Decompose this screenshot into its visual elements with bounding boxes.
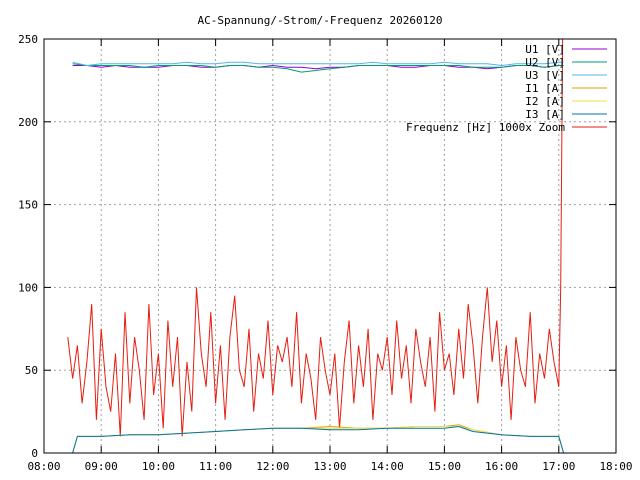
series-line-1 <box>72 63 564 73</box>
data-series <box>67 38 565 454</box>
legend-label: U1 [V] <box>525 43 565 56</box>
series-line-2 <box>72 61 564 67</box>
x-tick-label: 17:00 <box>542 460 575 473</box>
legend-label: I3 [A] <box>525 108 565 121</box>
x-tick-label: 18:00 <box>599 460 632 473</box>
x-tick-label: 16:00 <box>485 460 518 473</box>
y-tick-label: 50 <box>25 364 38 377</box>
series-line-0 <box>72 64 564 70</box>
legend-label: U2 [V] <box>525 56 565 69</box>
legend-label: U3 [V] <box>525 69 565 82</box>
series-line-6 <box>67 38 564 437</box>
x-tick-label: 14:00 <box>371 460 404 473</box>
legend: U1 [V]U2 [V]U3 [V]I1 [A]I2 [A]I3 [A]Freq… <box>406 43 607 134</box>
x-tick-label: 08:00 <box>27 460 60 473</box>
chart-title: AC-Spannung/-Strom/-Frequenz 20260120 <box>197 14 442 27</box>
x-tick-label: 13:00 <box>313 460 346 473</box>
y-tick-label: 0 <box>31 447 38 460</box>
y-tick-label: 200 <box>18 116 38 129</box>
y-tick-label: 250 <box>18 33 38 46</box>
legend-label: I1 [A] <box>525 82 565 95</box>
y-axis: 0 50 100 150 200 250 <box>18 33 616 460</box>
y-tick-label: 150 <box>18 199 38 212</box>
legend-label: I2 [A] <box>525 95 565 108</box>
series-line-4 <box>72 426 565 454</box>
x-tick-label: 15:00 <box>428 460 461 473</box>
x-tick-label: 09:00 <box>85 460 118 473</box>
x-tick-label: 10:00 <box>142 460 175 473</box>
series-line-5 <box>72 425 565 454</box>
x-tick-label: 12:00 <box>256 460 289 473</box>
y-tick-label: 100 <box>18 281 38 294</box>
legend-label: Frequenz [Hz] 1000x Zoom <box>406 121 565 134</box>
x-tick-label: 11:00 <box>199 460 232 473</box>
x-axis: 08:00 09:00 10:00 11:00 12:00 13:00 14:00 15:00… <box>27 39 633 473</box>
